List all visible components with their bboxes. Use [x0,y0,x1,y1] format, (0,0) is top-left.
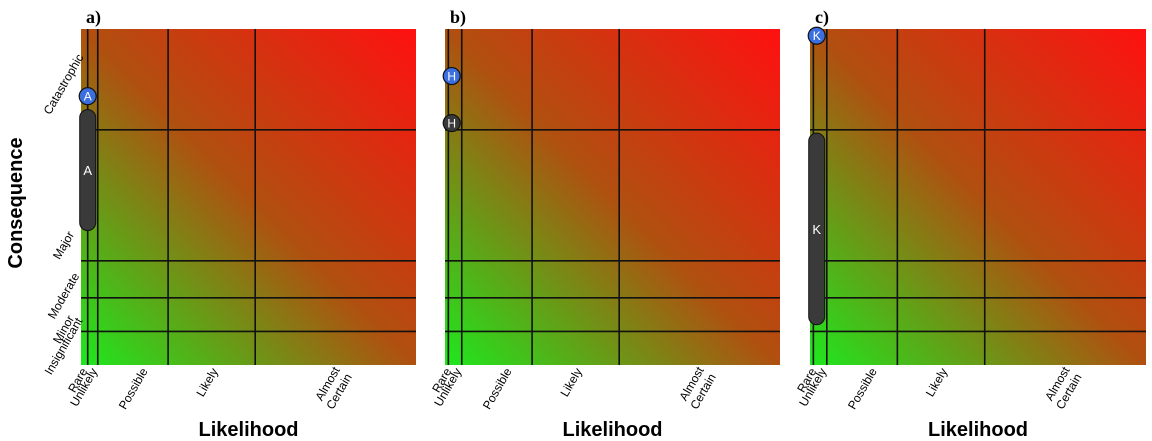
x-tick-label: AlmostCertain [1041,364,1085,412]
y-axis-title: Consequence [5,137,27,268]
range-bar-k [808,132,826,326]
heatmap-background [81,29,416,365]
shared-labels: Consequence [5,137,27,268]
point-marker-label: H [447,70,456,84]
point-marker-label: K [813,29,821,43]
x-tick-label: Likely [193,366,220,400]
heatmap-background [810,29,1146,365]
point-marker-k [807,26,826,45]
x-tick-label: Possible [480,365,515,412]
point-marker-a [78,87,97,106]
point-marker-label: A [84,90,92,104]
x-tick-label: AlmostCertain [675,364,719,412]
y-tick-label: Catastrophic [41,52,87,117]
x-axis-title: Likelihood [928,419,1028,441]
point-marker-h [442,66,461,86]
x-tick-label: Possible [116,365,151,412]
range-bar-label: K [812,222,821,237]
heatmap-background [445,29,780,365]
panel-label: b) [450,7,466,28]
point-marker-h [442,113,461,133]
y-tick-label: Major [50,229,77,262]
x-tick-label: Likely [923,366,950,400]
x-tick-label: Possible [845,365,880,412]
range-bar-label: A [83,163,92,178]
point-marker-label: H [447,117,456,131]
panel-label: c) [815,7,829,28]
x-axis-title: Likelihood [199,419,299,441]
range-bar-a [79,109,97,232]
panel-label: a) [86,7,101,28]
x-tick-label: AlmostCertain [311,364,355,412]
x-tick-label: Likely [557,366,584,400]
x-axis-title: Likelihood [563,419,663,441]
